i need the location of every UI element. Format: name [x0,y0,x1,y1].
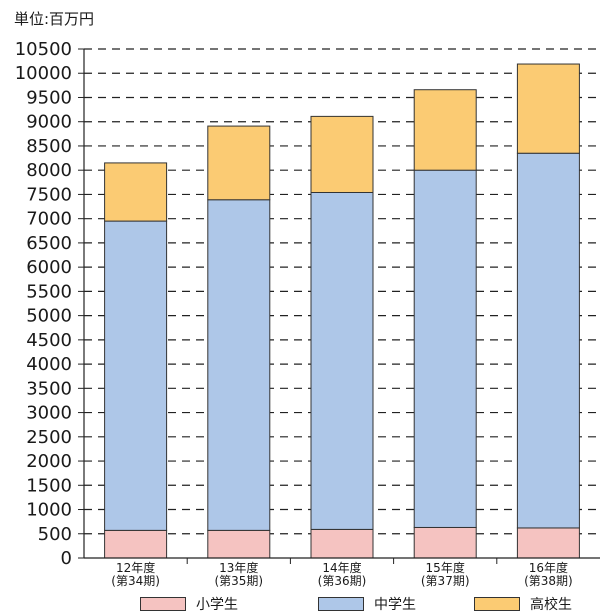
axes [78,48,600,564]
bar-segment [310,115,374,193]
bar-segment [207,199,271,531]
y-tick-label: 10000 [15,63,72,84]
bar-segment [516,152,580,529]
y-tick-label: 4500 [26,330,72,351]
bar-segment [207,529,271,559]
bar-segment [516,63,580,154]
bar-segment [413,169,477,528]
legend-swatch [140,597,186,611]
y-tick-label: 7000 [26,209,72,230]
bar-segment [104,162,168,222]
y-tick-label: 5500 [26,281,72,302]
bar-segment [413,89,477,171]
y-tick-label: 8000 [26,160,72,181]
x-tick-label: 15年度 [426,560,465,575]
legend-label: 中学生 [374,597,416,613]
y-tick-label: 6500 [26,233,72,254]
y-tick-label: 6000 [26,257,72,278]
y-tick-label: 8500 [26,136,72,157]
x-tick-label: (第35期) [214,574,263,588]
x-tick-label: (第34期) [111,574,160,588]
y-tick-label: 0 [61,548,72,569]
y-tick-label: 1500 [26,475,72,496]
bars [104,63,580,559]
x-tick-label: 13年度 [219,560,258,575]
y-tick-label: 9000 [26,112,72,133]
x-tick-label: 16年度 [529,560,568,575]
y-tick-label: 3500 [26,378,72,399]
legend-label: 小学生 [196,597,238,613]
bar-segment [104,529,168,559]
x-tick-label: (第36期) [318,574,367,588]
y-tick-label: 10500 [15,39,72,60]
bar-segment [516,527,580,559]
y-tick-label: 4000 [26,354,72,375]
legend-label: 高校生 [530,597,572,613]
y-tick-label: 2000 [26,451,72,472]
bar-segment [207,125,271,201]
legend: 小学生 中学生 高校生 [0,594,608,614]
y-tick-label: 9500 [26,87,72,108]
y-tick-label: 500 [38,524,72,545]
y-tick-label: 3000 [26,403,72,424]
legend-item: 小学生 [140,594,238,614]
labels: 0 500 1000 1500 2000 2500 3000 3500 4000 4500 5000… [15,39,573,588]
bar-segment [104,220,168,531]
y-tick-label: 5000 [26,306,72,327]
bar-segment [310,191,374,530]
y-tick-label: 1000 [26,500,72,521]
bar-segment [413,526,477,559]
x-tick-label: 14年度 [322,560,361,575]
x-tick-label: 12年度 [116,560,155,575]
stacked-bar-chart: 0 500 1000 1500 2000 2500 3000 3500 4000 4500 5000… [15,39,600,588]
x-tick-label: (第37期) [421,574,470,588]
bar-segment [310,528,374,559]
y-tick-label: 7500 [26,184,72,205]
unit-label: 単位:百万円 [14,10,95,28]
legend-swatch [318,597,364,611]
legend-swatch [474,597,520,611]
x-tick-label: (第38期) [524,574,573,588]
y-tick-label: 2500 [26,427,72,448]
legend-item: 中学生 [318,594,416,614]
legend-item: 高校生 [474,594,572,614]
